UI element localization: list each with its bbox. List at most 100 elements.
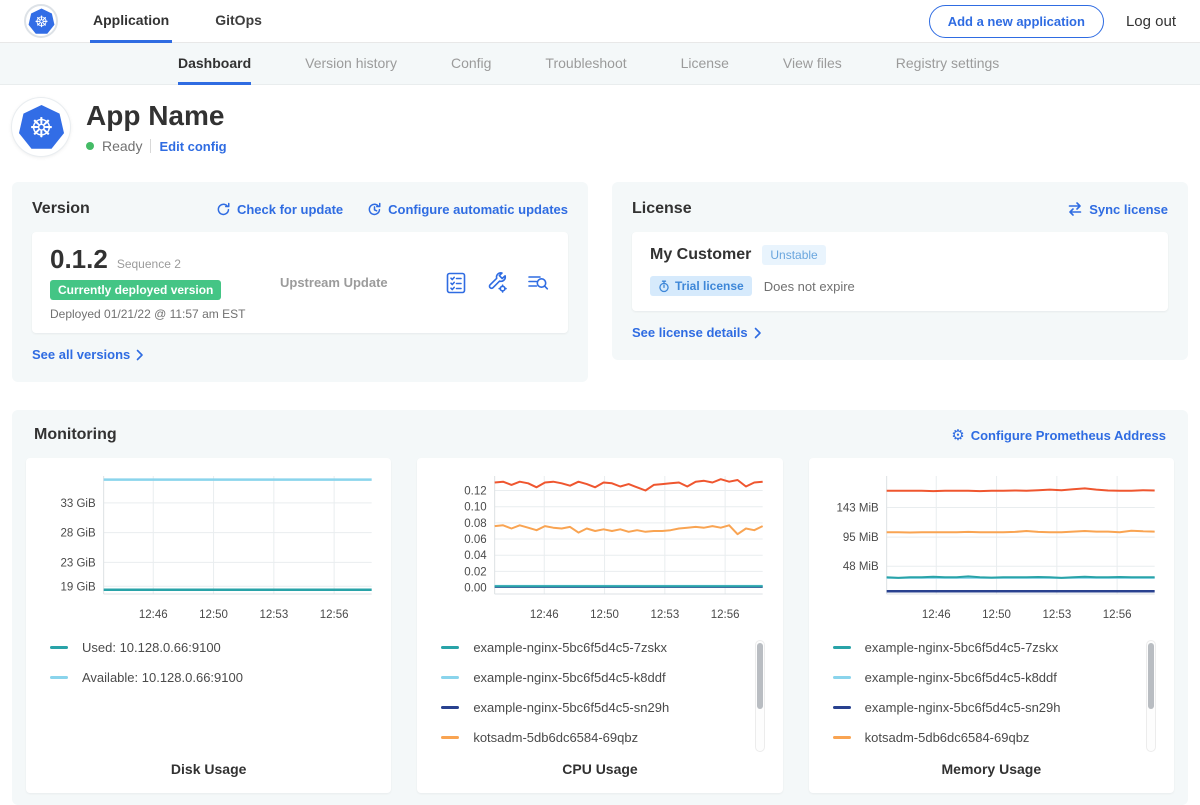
tab-license[interactable]: License [680, 55, 729, 71]
legend-item[interactable]: example-nginx-5bc6f5d4c5-7zskx [441, 640, 772, 655]
legend-scrollbar-thumb[interactable] [1147, 643, 1154, 709]
x-tick-label: 12:46 [139, 609, 168, 621]
legend-scrollbar-thumb[interactable] [756, 643, 763, 709]
legend-item[interactable]: example-nginx-5bc6f5d4c5-k8ddf [441, 670, 772, 685]
x-tick-label: 12:50 [982, 609, 1011, 621]
tab-gitops[interactable]: GitOps [215, 11, 262, 28]
y-tick-label: 0.06 [465, 534, 487, 546]
legend-item[interactable]: example-nginx-5bc6f5d4c5-k8ddf [832, 670, 1164, 685]
tab-application[interactable]: Application [90, 0, 173, 43]
deployed-badge: Currently deployed version [50, 280, 222, 300]
see-license-details-link[interactable]: See license details [632, 325, 762, 340]
legend-item[interactable]: example-nginx-5bc6f5d4c5-sn29h [832, 700, 1164, 715]
y-tick-label: 0.08 [465, 518, 487, 530]
legend-dash [832, 736, 851, 739]
app-header: ☸ App Name Ready Edit config [0, 85, 1200, 172]
tab-troubleshoot[interactable]: Troubleshoot [545, 55, 627, 71]
memory-usage-chart: 12:46 12:50 12:53 12:56 143 MiB 95 MiB 48 MiB [836, 476, 1155, 621]
preflight-checks-icon[interactable] [444, 271, 468, 295]
divider [150, 139, 152, 153]
x-tick-label: 12:50 [199, 609, 228, 621]
legend-label: Used: 10.128.0.66:9100 [82, 640, 221, 655]
legend-item[interactable]: Used: 10.128.0.66:9100 [50, 640, 381, 655]
legend-item[interactable]: Available: 10.128.0.66:9100 [50, 670, 381, 685]
series-line-example-nginx-5bc6f5d4c5-7zskx [886, 575, 1155, 579]
y-tick-label: 0.04 [465, 550, 488, 562]
legend-dash [832, 646, 851, 649]
tab-version-history[interactable]: Version history [305, 55, 397, 71]
legend-label: kotsadm-5db6dc6584-69qbz [864, 730, 1030, 745]
legend-item[interactable]: kotsadm-5db6dc6584-69qbz [441, 730, 772, 745]
x-tick-label: 12:56 [320, 609, 349, 621]
kubernetes-logo[interactable]: ☸ [24, 4, 58, 38]
y-tick-label: 23 GiB [60, 557, 95, 569]
status-text: Ready [102, 138, 143, 154]
chart-title: CPU Usage [562, 761, 638, 777]
x-tick-label: 12:53 [259, 609, 288, 621]
cpu-legend-wrap: example-nginx-5bc6f5d4c5-7zskx example-ng… [427, 640, 772, 760]
y-tick-label: 0.02 [465, 566, 487, 578]
monitoring-title: Monitoring [34, 426, 117, 443]
legend-scrollbar[interactable] [754, 640, 765, 752]
legend-item[interactable]: example-nginx-5bc6f5d4c5-7zskx [832, 640, 1164, 655]
timer-icon [659, 280, 669, 292]
chevron-right-icon [136, 349, 144, 360]
add-application-button[interactable]: Add a new application [928, 4, 1104, 38]
license-panel-title: License [632, 200, 692, 217]
legend-dash [832, 706, 851, 709]
current-version-card: 0.1.2 Sequence 2 Currently deployed vers… [32, 232, 568, 333]
y-tick-label: 95 MiB [843, 532, 879, 544]
cpu-usage-card: 12:46 12:50 12:53 12:56 0.12 0.10 0.08 0.06 0.04… [417, 458, 783, 793]
legend-scrollbar[interactable] [1145, 640, 1156, 752]
memory-usage-card: 12:46 12:50 12:53 12:56 143 MiB 95 MiB 48 MiB … [808, 458, 1174, 793]
tab-registry-settings[interactable]: Registry settings [895, 55, 1000, 71]
see-all-versions-link[interactable]: See all versions [32, 347, 144, 362]
x-tick-label: 12:53 [1042, 609, 1071, 621]
cpu-usage-chart: 12:46 12:50 12:53 12:56 0.12 0.10 0.08 0.06 0.04… [465, 476, 764, 621]
trial-license-badge: Trial license [650, 276, 752, 296]
check-for-update-link[interactable]: Check for update [216, 202, 343, 217]
edit-config-link[interactable]: Edit config [159, 138, 227, 154]
memory-legend: example-nginx-5bc6f5d4c5-7zskx example-ng… [832, 640, 1164, 745]
legend-label: example-nginx-5bc6f5d4c5-k8ddf [473, 670, 666, 685]
auto-update-clock-icon [368, 202, 381, 215]
chart-title: Memory Usage [941, 761, 1042, 777]
channel-badge: Unstable [762, 245, 826, 265]
tab-dashboard[interactable]: Dashboard [178, 43, 252, 85]
top-nav: ☸ Application GitOps Add a new applicati… [0, 0, 1200, 43]
legend-item[interactable]: kotsadm-5db6dc6584-69qbz [832, 730, 1164, 745]
version-panel-title: Version [32, 200, 90, 217]
x-tick-label: 12:53 [651, 609, 680, 621]
chart-title: Disk Usage [170, 761, 247, 777]
legend-dash [441, 736, 460, 739]
main-content: Version Check for update [0, 182, 1200, 805]
legend-item[interactable]: example-nginx-5bc6f5d4c5-sn29h [441, 700, 772, 715]
config-wrench-icon[interactable] [485, 271, 509, 295]
x-tick-label: 12:50 [590, 609, 619, 621]
configure-prometheus-link[interactable]: ⚙ Configure Prometheus Address [951, 426, 1166, 444]
y-tick-label: 48 MiB [843, 561, 879, 573]
y-tick-label: 0.00 [465, 583, 487, 595]
app-sub-nav: Dashboard Version history Config Trouble… [0, 43, 1200, 85]
y-tick-label: 0.10 [465, 502, 487, 514]
tab-config[interactable]: Config [450, 55, 492, 71]
y-tick-label: 19 GiB [60, 581, 95, 593]
version-sequence: Sequence 2 [116, 257, 181, 271]
view-files-icon[interactable] [526, 271, 550, 295]
disk-legend: Used: 10.128.0.66:9100 Available: 10.128.… [50, 640, 381, 685]
logout-button[interactable]: Log out [1125, 12, 1176, 30]
y-tick-label: 33 GiB [60, 498, 95, 510]
tab-view-files[interactable]: View files [782, 55, 842, 71]
x-tick-label: 12:56 [1102, 609, 1131, 621]
disk-legend-wrap: Used: 10.128.0.66:9100 Available: 10.128.… [36, 640, 381, 760]
series-line-unlabeled [494, 478, 764, 492]
kubernetes-app-icon: ☸ [18, 104, 64, 149]
app-avatar: ☸ [12, 98, 70, 156]
legend-dash [50, 646, 68, 649]
configure-automatic-updates-link[interactable]: Configure automatic updates [367, 202, 568, 217]
series-line-unlabeled [886, 487, 1155, 493]
version-number: 0.1.2 [50, 244, 108, 274]
refresh-icon [217, 202, 230, 215]
disk-usage-card: 12:46 12:50 12:53 12:56 33 GiB 28 GiB 23 GiB 19… [26, 458, 392, 793]
sync-license-link[interactable]: Sync license [1067, 201, 1168, 217]
